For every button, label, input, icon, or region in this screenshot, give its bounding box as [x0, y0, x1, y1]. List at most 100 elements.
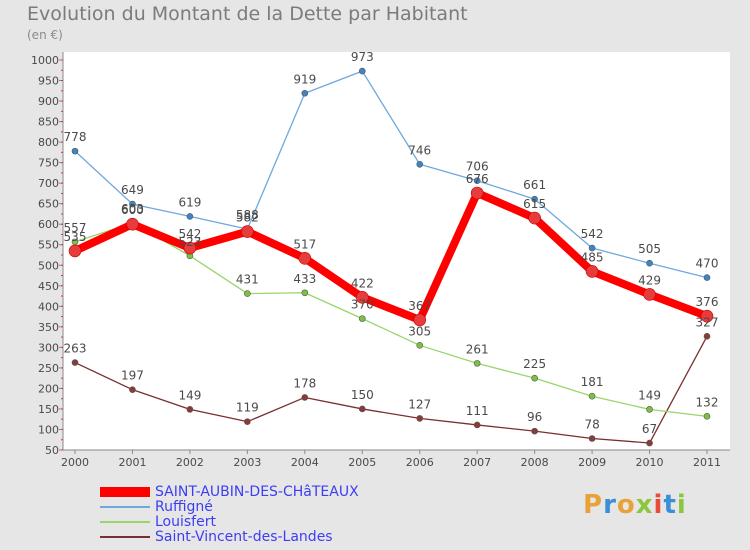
data-label: 588 [236, 208, 259, 222]
data-point [416, 160, 424, 168]
data-label: 919 [293, 72, 316, 86]
legend-swatch [100, 487, 150, 497]
data-point [416, 415, 424, 422]
series-line [74, 70, 708, 279]
y-tick-label: 250 [38, 362, 59, 375]
y-minor-tick [61, 233, 63, 235]
y-tick-label: 900 [38, 95, 59, 108]
data-label: 485 [581, 250, 604, 264]
y-minor-tick [61, 131, 63, 133]
y-minor-tick [61, 203, 63, 205]
proxiti-logo: Proxiti [583, 490, 687, 520]
y-tick-label: 550 [38, 239, 59, 252]
plot-area [63, 52, 730, 450]
y-tick-label: 950 [38, 75, 59, 88]
chart-title: Evolution du Montant de la Dette par Hab… [27, 3, 468, 25]
y-tick-label: 750 [38, 157, 59, 170]
data-label: 746 [408, 143, 431, 157]
y-minor-tick [61, 90, 63, 92]
y-tick-label: 850 [38, 116, 59, 129]
data-label: 111 [466, 404, 489, 418]
data-label: 197 [121, 369, 144, 383]
data-point [528, 211, 541, 225]
data-point [126, 217, 139, 231]
data-point [646, 439, 653, 447]
data-label: 261 [466, 342, 489, 356]
y-minor-tick [61, 449, 63, 451]
data-point [531, 195, 538, 203]
logo-letter: i [676, 490, 687, 520]
data-label: 263 [64, 342, 87, 356]
y-minor-tick [61, 357, 63, 359]
y-tick-label: 350 [38, 321, 59, 334]
data-label: 127 [408, 397, 431, 411]
data-point [531, 374, 538, 382]
data-label: 676 [466, 172, 489, 186]
data-point [703, 332, 711, 340]
data-label: 431 [236, 273, 259, 287]
legend-label: Saint-Vincent-des-Landes [155, 529, 333, 545]
y-tick-label: 500 [38, 259, 59, 272]
y-minor-tick [61, 439, 63, 441]
data-point [71, 359, 79, 366]
data-label: 706 [466, 160, 489, 174]
y-minor-tick [61, 80, 63, 82]
data-point [358, 315, 366, 322]
data-point [703, 274, 711, 281]
data-label: 523 [178, 235, 201, 249]
data-label: 470 [696, 257, 719, 271]
data-label: 542 [581, 227, 604, 241]
data-label: 376 [696, 295, 719, 309]
x-tick-label: 2001 [118, 456, 146, 469]
data-point [355, 290, 369, 304]
data-label: 181 [581, 375, 604, 389]
data-label: 150 [351, 388, 374, 402]
y-minor-tick [61, 367, 63, 369]
legend-label: Ruffigné [155, 499, 213, 515]
data-label: 119 [236, 401, 259, 415]
y-tick-label: 700 [38, 177, 59, 190]
y-minor-tick [61, 121, 63, 123]
y-tick-label: 800 [38, 136, 59, 149]
data-label: 367 [408, 299, 431, 313]
data-label: 505 [638, 242, 661, 256]
y-tick-label: 600 [38, 218, 59, 231]
data-label: 327 [696, 315, 719, 329]
logo-letter: i [653, 490, 664, 520]
data-label: 603 [121, 202, 144, 216]
data-label: 305 [408, 324, 431, 338]
data-label: 649 [121, 183, 144, 197]
y-minor-tick [61, 346, 63, 348]
x-tick-label: 2005 [348, 456, 376, 469]
data-point [129, 386, 136, 393]
y-minor-tick [61, 162, 63, 164]
data-label: 422 [351, 276, 374, 290]
data-point [585, 265, 599, 278]
data-point [416, 342, 424, 349]
y-minor-tick [61, 326, 63, 328]
data-label: 517 [293, 237, 316, 251]
y-minor-tick [61, 387, 63, 389]
y-tick-label: 200 [38, 382, 59, 395]
x-tick-label: 2011 [693, 456, 721, 469]
y-minor-tick [61, 377, 63, 379]
y-tick-label: 50 [45, 444, 59, 457]
y-minor-tick [61, 69, 63, 71]
data-point [301, 89, 309, 97]
y-minor-tick [61, 213, 63, 215]
y-minor-tick [61, 141, 63, 143]
data-point [244, 418, 251, 425]
legend-label: SAINT-AUBIN-DES-CHâTEAUX [155, 484, 359, 500]
data-label: 132 [696, 395, 719, 409]
data-label: 600 [121, 203, 144, 217]
logo-letter: P [583, 490, 604, 520]
y-minor-tick [61, 285, 63, 287]
data-point [68, 244, 82, 258]
y-minor-tick [61, 151, 63, 153]
data-point [241, 225, 254, 238]
data-point [643, 288, 656, 301]
y-tick-label: 100 [38, 423, 59, 436]
x-tick-label: 2008 [521, 456, 549, 469]
y-tick-label: 450 [38, 280, 59, 293]
